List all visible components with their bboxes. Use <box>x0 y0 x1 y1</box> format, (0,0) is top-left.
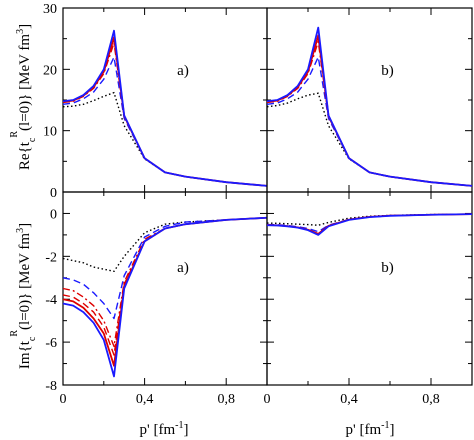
plot-frame <box>62 7 268 193</box>
plot-frame <box>62 191 268 386</box>
y-tick-label: -8 <box>45 379 57 394</box>
x-tick-label: 0,4 <box>136 392 154 407</box>
y-tick-label: 20 <box>43 63 57 78</box>
series-line <box>266 41 473 187</box>
series-line <box>266 56 473 187</box>
x-tick-label: 0 <box>264 392 271 407</box>
plot-frame <box>266 7 473 193</box>
x-tick-label: 0,8 <box>217 392 235 407</box>
panel-real-b: b) <box>266 7 473 193</box>
panel-tag: b) <box>381 63 394 79</box>
series-line <box>62 42 268 187</box>
series-line <box>62 36 268 187</box>
panel-real-a: 0 10 20 30 a) <box>43 2 268 201</box>
panel-imaginary-a: -8 -6 -4 -2 0 0 0,4 0,8 a) <box>45 191 268 407</box>
series-line <box>62 56 268 187</box>
y-tick-label: -6 <box>45 336 57 351</box>
series-line <box>62 217 268 320</box>
x-tick-label: 0 <box>60 392 67 407</box>
ylabel-top: Re{tcR(l=0)} [MeV fm3] <box>9 24 38 170</box>
series-line <box>62 216 268 378</box>
series-line <box>266 213 473 226</box>
series-line <box>266 34 473 187</box>
x-tick-label: 0,4 <box>340 392 358 407</box>
y-tick-label: 10 <box>43 125 57 140</box>
x-tick-label: 0,8 <box>422 392 440 407</box>
series-line <box>266 213 473 236</box>
y-tick-label: -4 <box>45 293 57 308</box>
series-line <box>62 217 268 356</box>
series-line <box>266 26 473 187</box>
plot-frame <box>266 191 473 386</box>
panel-tag: a) <box>177 63 189 79</box>
panel-tag: a) <box>177 260 189 276</box>
xlabel-right: p' [fm-1] <box>346 420 395 438</box>
y-tick-label: 0 <box>50 207 57 222</box>
y-tick-label: 30 <box>43 2 57 17</box>
xlabel-left: p' [fm-1] <box>140 420 189 438</box>
ylabel-bottom: Im{tcR(l=0)} [MeV fm3] <box>9 223 38 369</box>
series-line <box>62 217 268 348</box>
panel-imaginary-b: 0 0,4 0,8 b) <box>264 191 473 407</box>
series-line <box>62 29 268 187</box>
series-line <box>62 216 268 367</box>
y-tick-label: -2 <box>45 250 57 265</box>
panel-tag: b) <box>381 260 394 276</box>
y-tick-label: 0 <box>50 186 57 201</box>
